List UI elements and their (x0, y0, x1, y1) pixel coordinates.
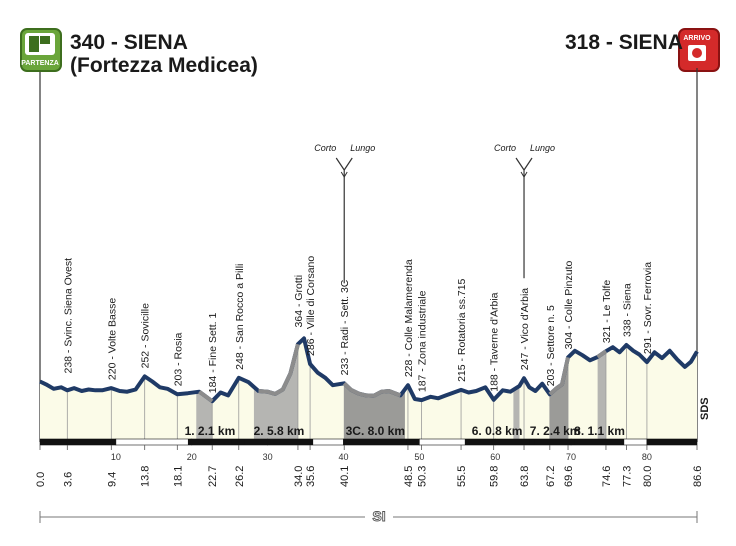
checkpoint-label: 188 - Taverne d'Arbia (489, 292, 501, 391)
sector-line (342, 381, 402, 398)
sector-line (258, 343, 300, 396)
checker-icon (29, 36, 39, 52)
checkpoint-label: 286 - Ville di Corsano (305, 256, 317, 356)
fork-label-lungo: Lungo (350, 143, 375, 153)
camera-lens-icon (692, 48, 702, 58)
km-axis-label: 22.7 (207, 466, 219, 487)
fork-left-arm (515, 157, 525, 171)
checkpoint-label: 252 - Sovicille (140, 303, 152, 369)
km-axis-label: 26.2 (234, 466, 246, 487)
fork-right-arm (343, 157, 353, 171)
sector-bar (534, 439, 576, 445)
checkpoint-label: 228 - Colle Malamerenda (403, 259, 415, 377)
km-axis-label: 3.6 (62, 472, 74, 487)
bottom-bracket: SI (39, 508, 698, 524)
sector-label: 2. 5.8 km (254, 424, 305, 438)
km-bar (39, 438, 698, 446)
km-axis-label: 48.5 (403, 466, 415, 487)
km-axis-label: 69.6 (563, 466, 575, 487)
km-bar-segment (39, 438, 117, 446)
finish-title: 318 - SIENA (565, 31, 683, 54)
km-axis-label: 13.8 (140, 466, 152, 487)
fork-label-corto: Corto (314, 143, 336, 153)
finish-badge-icon: ARRIVO (683, 35, 711, 61)
start-badge-label: PARTENZA (21, 60, 59, 67)
km-axis-label: 80.0 (642, 466, 654, 487)
checkpoint-label: 248 - San Rocco a Pilli (234, 264, 246, 370)
km-axis-label: 40.1 (339, 466, 351, 487)
decade-tick-label: 10 (111, 452, 121, 462)
checkpoint-label: 215 - Rotatoria ss.715 (456, 278, 468, 381)
sector-bar (344, 439, 407, 445)
sector-bar (464, 439, 530, 445)
decade-tick-label: 70 (566, 452, 576, 462)
sds-logo: SDS (699, 397, 711, 420)
km-axis-label: 34.0 (293, 466, 305, 487)
km-bar-segment (115, 438, 193, 446)
sector-band (253, 338, 298, 442)
checkpoint-label: 304 - Colle Pinzuto (563, 261, 575, 350)
checkpoint-label: 321 - Le Tolfe (601, 280, 613, 344)
checkpoint-label: 291 - Sovr. Ferrovia (642, 262, 654, 354)
checkpoint-label: 187 - Zona industriale (417, 290, 429, 392)
km-axis-label: 18.1 (172, 466, 184, 487)
fork-left-arm (335, 157, 345, 171)
checkpoint-label: 238 - Svinc. Siena Ovest (62, 258, 74, 374)
checkpoint-label: 364 - Grotti (293, 275, 305, 328)
sector-line (198, 390, 214, 403)
checkpoint-label: 233 - Radi - Sett. 3C (339, 279, 351, 375)
km-axis-label: 86.6 (692, 466, 704, 487)
decade-tick-label: 50 (414, 452, 424, 462)
fork-right-arm (523, 157, 533, 171)
sector-label: 8. 1.1 km (574, 424, 625, 438)
km-axis-label: 67.2 (545, 466, 557, 487)
fork-label-lungo: Lungo (530, 143, 555, 153)
sector-label: 1. 2.1 km (185, 424, 236, 438)
checkpoint-label: 184 - Fine Sett. 1 (207, 313, 219, 394)
sector-band (597, 338, 606, 442)
km-axis-label: 9.4 (106, 472, 118, 487)
sector-line (596, 349, 608, 359)
km-axis-label: 35.6 (305, 466, 317, 487)
decade-tick-label: 40 (338, 452, 348, 462)
sector-line (548, 356, 570, 396)
fork-label-corto: Corto (494, 143, 516, 153)
bottom-label: SI (372, 508, 385, 524)
start-title: 340 - SIENA (70, 31, 188, 54)
km-axis-label: 63.8 (519, 466, 531, 487)
decade-tick-label: 20 (187, 452, 197, 462)
decade-tick-label: 60 (490, 452, 500, 462)
fork-arrow-icon (520, 171, 528, 178)
route-fork-marker: Corto Lungo (314, 143, 375, 284)
km-axis-label: 74.6 (601, 466, 613, 487)
route-fork-marker: Corto Lungo (494, 143, 555, 279)
sector-label: 7. 2.4 km (530, 424, 581, 438)
decade-tick-label: 30 (263, 452, 273, 462)
checkpoint-label: 203 - Rosia (172, 332, 184, 386)
start-badge-icon: PARTENZA (21, 33, 59, 67)
km-bar-segment (646, 438, 698, 446)
checkpoint-label: 247 - Vico d'Arbia (519, 288, 531, 371)
km-axis-label: 55.5 (456, 466, 468, 487)
km-axis-label: 50.3 (417, 466, 429, 487)
km-axis-label: 77.3 (621, 466, 633, 487)
checker-icon (40, 36, 50, 44)
finish-badge-label: ARRIVO (683, 35, 711, 42)
fork-arrow-icon (340, 171, 348, 178)
km-axis-label: 59.8 (489, 466, 501, 487)
start-subtitle: (Fortezza Medicea) (70, 54, 258, 77)
sector-label: 6. 0.8 km (472, 424, 523, 438)
checkpoint-label: 338 - Siena (621, 283, 633, 337)
sector-bar (187, 439, 232, 445)
checkpoint-label: 203 - Settore n. 5 (545, 305, 557, 386)
sector-label: 3C. 8.0 km (346, 424, 405, 438)
sector-bar (574, 439, 625, 445)
checkpoint-label: 220 - Volte Basse (106, 298, 118, 380)
bracket-label-bg (365, 508, 393, 524)
sector-bar (244, 439, 314, 445)
km-axis-label: 0.0 (35, 472, 47, 487)
decade-tick-label: 80 (642, 452, 652, 462)
